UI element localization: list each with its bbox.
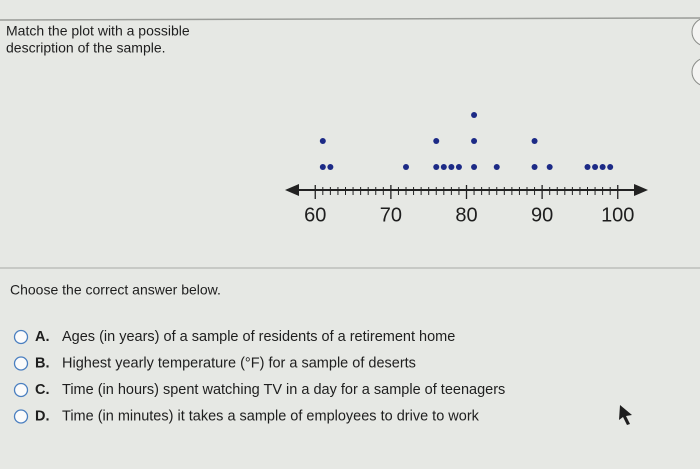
- dot: [455, 164, 462, 170]
- radio-button[interactable]: [13, 409, 29, 424]
- dot: [546, 164, 553, 170]
- option-letter[interactable]: B.: [35, 355, 50, 371]
- side-button[interactable]: [691, 58, 700, 86]
- dot: [471, 138, 478, 144]
- dot: [471, 112, 478, 118]
- side-button[interactable]: [691, 18, 700, 46]
- cursor: [619, 405, 632, 425]
- dot: [319, 164, 326, 170]
- axis-arrow: [634, 184, 648, 196]
- dot: [327, 164, 334, 170]
- x-tick-label: 100: [601, 204, 634, 226]
- dot: [493, 164, 500, 170]
- question-line: Match the plot with a possible: [6, 23, 190, 39]
- dot: [471, 164, 478, 170]
- dot: [433, 138, 440, 144]
- x-tick-label: 60: [304, 204, 326, 226]
- radio-button[interactable]: [13, 356, 29, 371]
- option-letter[interactable]: D.: [35, 408, 50, 424]
- dot: [599, 164, 606, 170]
- dot: [592, 164, 599, 170]
- radio-button[interactable]: [13, 329, 29, 345]
- x-tick-label: 80: [455, 204, 477, 226]
- option-letter[interactable]: C.: [35, 382, 50, 398]
- dot: [584, 164, 591, 170]
- dot: [403, 164, 409, 170]
- option-letter[interactable]: A.: [35, 329, 50, 345]
- options: A. Ages (in years) of a sample of residen…: [13, 329, 505, 424]
- option-text[interactable]: Ages (in years) of a sample of residents…: [62, 329, 455, 345]
- dot: [319, 138, 326, 144]
- option-text[interactable]: Time (in minutes) it takes a sample of e…: [62, 408, 480, 424]
- option-text[interactable]: Time (in hours) spent watching TV in a d…: [62, 382, 505, 398]
- prompt: Choose the correct answer below.: [10, 282, 221, 298]
- dot: [607, 164, 614, 170]
- dot: [531, 164, 538, 170]
- axis-arrow: [285, 184, 299, 196]
- dot: [448, 164, 455, 170]
- dot: [440, 164, 447, 170]
- question-line: description of the sample.: [6, 40, 166, 56]
- x-tick-label: 70: [380, 204, 402, 226]
- radio-button[interactable]: [13, 382, 29, 398]
- option-text[interactable]: Highest yearly temperature (°F) for a sa…: [62, 355, 416, 371]
- top-border: [0, 17, 700, 21]
- x-tick-label: 90: [531, 204, 553, 226]
- dot-plot: 60 70 80 90 100: [285, 112, 648, 226]
- dot: [433, 164, 440, 170]
- dot: [531, 138, 538, 144]
